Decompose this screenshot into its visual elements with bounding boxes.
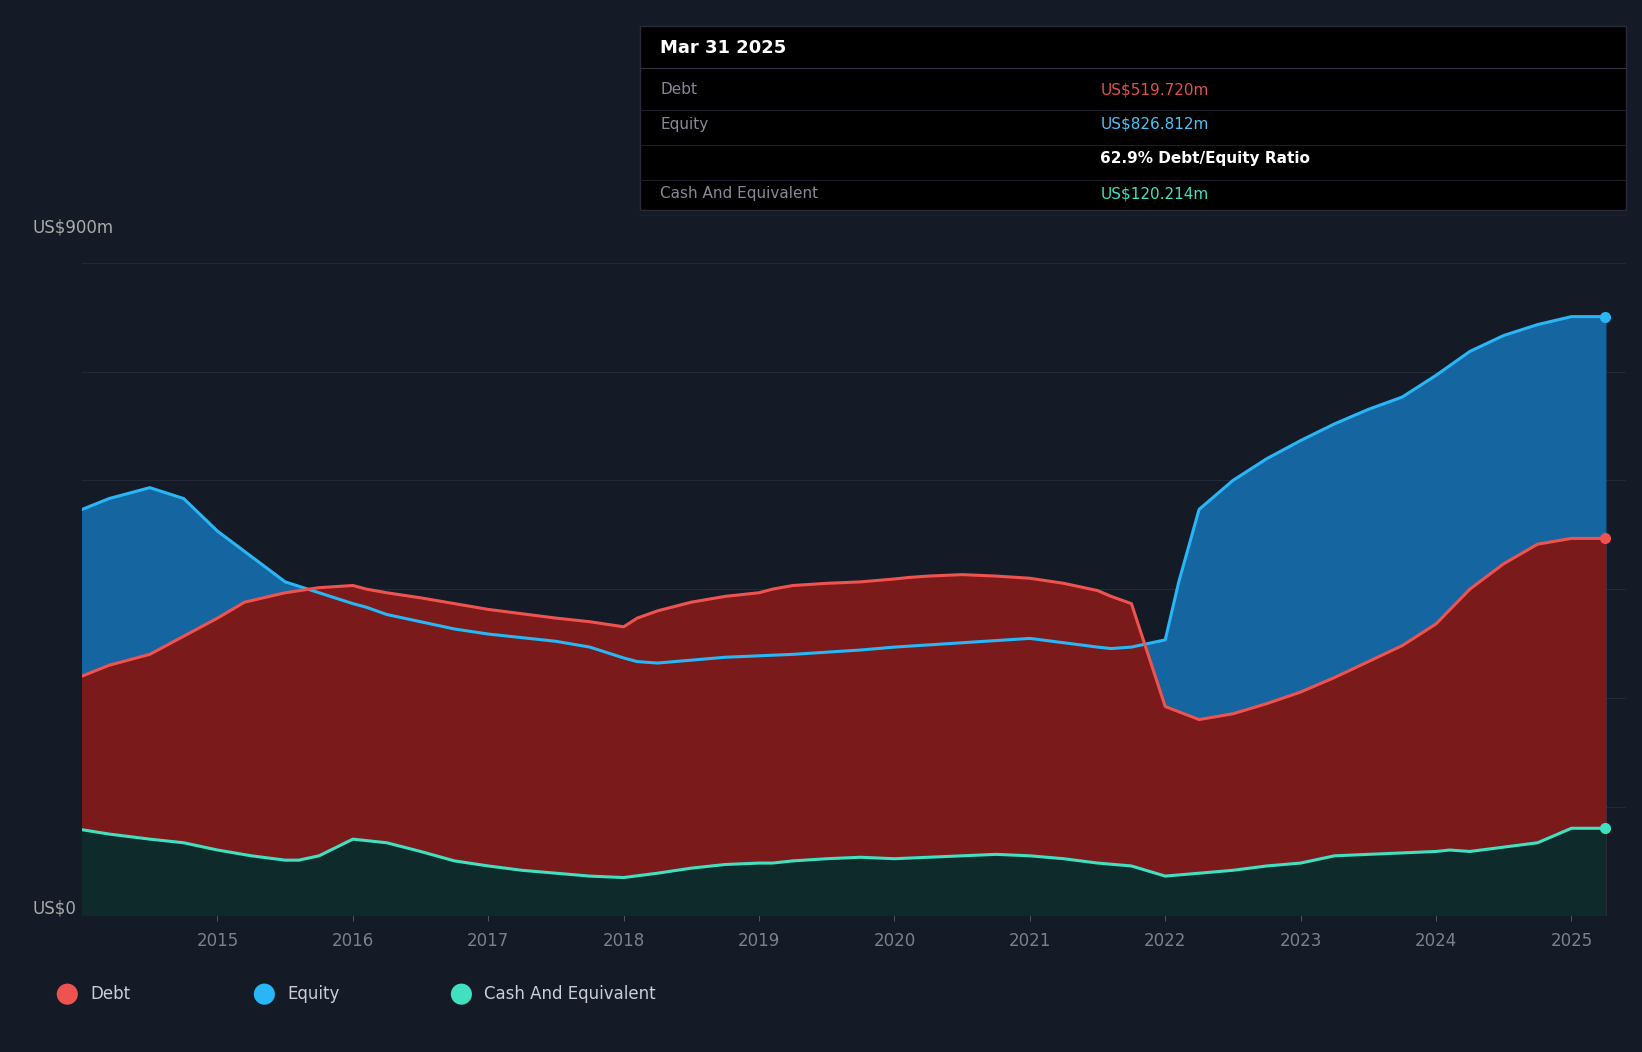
Text: Cash And Equivalent: Cash And Equivalent: [660, 186, 818, 201]
Text: Equity: Equity: [287, 985, 340, 1004]
Text: 62.9% Debt/Equity Ratio: 62.9% Debt/Equity Ratio: [1100, 151, 1310, 166]
Text: Debt: Debt: [90, 985, 130, 1004]
Text: Cash And Equivalent: Cash And Equivalent: [484, 985, 657, 1004]
Text: US$0: US$0: [33, 899, 77, 917]
Text: US$120.214m: US$120.214m: [1100, 186, 1209, 201]
Text: US$519.720m: US$519.720m: [1100, 82, 1209, 97]
Text: Mar 31 2025: Mar 31 2025: [660, 39, 787, 57]
Text: US$826.812m: US$826.812m: [1100, 117, 1209, 132]
Text: US$900m: US$900m: [33, 219, 113, 237]
Text: Debt: Debt: [660, 82, 698, 97]
Text: Equity: Equity: [660, 117, 708, 132]
